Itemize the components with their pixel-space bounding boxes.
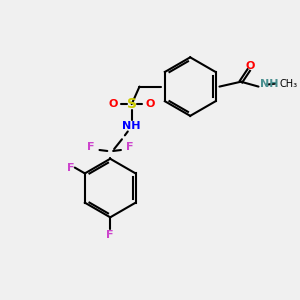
Text: O: O <box>109 99 118 109</box>
Text: O: O <box>245 61 254 71</box>
Text: O: O <box>146 99 155 109</box>
Text: NH: NH <box>122 121 141 130</box>
Text: F: F <box>106 230 114 240</box>
Text: NH: NH <box>260 79 279 89</box>
Text: F: F <box>126 142 134 152</box>
Text: CH₃: CH₃ <box>280 79 298 89</box>
Text: F: F <box>87 142 94 152</box>
Text: F: F <box>67 163 75 172</box>
Text: S: S <box>127 97 137 111</box>
